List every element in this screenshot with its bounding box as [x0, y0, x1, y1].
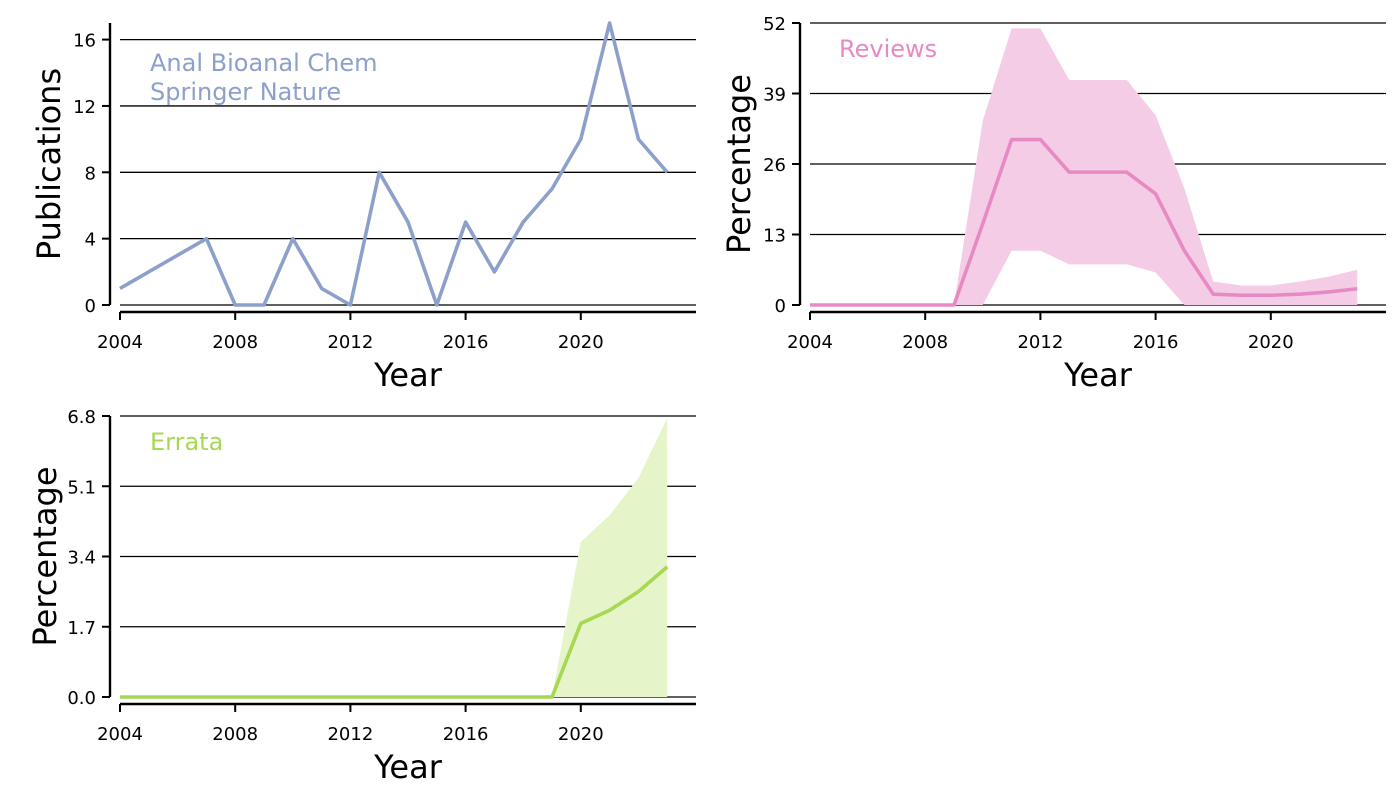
x-tick-label: 2008 — [212, 724, 258, 745]
y-tick-label: 6.8 — [67, 407, 96, 428]
x-tick-label: 2016 — [1133, 332, 1179, 353]
x-tick-label: 2016 — [443, 724, 489, 745]
confidence-band — [810, 28, 1358, 305]
plot-annotation: Errata — [150, 428, 223, 456]
y-tick-label: 5.1 — [67, 477, 96, 498]
x-tick-label: 2020 — [558, 724, 604, 745]
y-tick-label: 8 — [85, 163, 96, 184]
y-tick-label: 26 — [763, 155, 786, 176]
x-tick-label: 2020 — [1248, 332, 1294, 353]
x-tick-label: 2008 — [212, 332, 258, 353]
x-tick-label: 2004 — [97, 724, 143, 745]
y-tick-label: 0.0 — [67, 688, 96, 709]
confidence-band — [120, 418, 668, 697]
y-axis-label: Publications — [30, 68, 68, 260]
publications-chart: 0 4 8 12 16 2004 2008 2012 2016 2020 Year Publicati… — [30, 21, 696, 394]
y-tick-label: 3.4 — [67, 548, 96, 569]
y-tick-label: 0 — [775, 296, 786, 317]
y-tick-label: 13 — [763, 226, 786, 247]
x-axis-label: Year — [1063, 356, 1133, 394]
y-axis-label: Percentage — [26, 466, 64, 646]
x-tick-label: 2008 — [902, 332, 948, 353]
x-tick-label: 2012 — [1017, 332, 1063, 353]
x-tick-label: 2020 — [558, 332, 604, 353]
y-tick-label: 1.7 — [67, 618, 96, 639]
x-tick-label: 2012 — [327, 332, 373, 353]
y-tick-label: 0 — [85, 296, 96, 317]
y-tick-label: 52 — [763, 14, 786, 35]
x-axis-label: Year — [373, 748, 443, 786]
x-axis-label: Year — [373, 356, 443, 394]
series-line — [810, 137, 1358, 307]
errata-chart: 0.0 1.7 3.4 5.1 6.8 2004 2008 2012 2016 2020 Year P… — [26, 407, 696, 786]
x-tick-label: 2012 — [327, 724, 373, 745]
x-tick-label: 2004 — [787, 332, 833, 353]
plot-annotation: Springer Nature — [150, 78, 341, 106]
series-line — [120, 565, 669, 699]
reviews-chart: 0 13 26 39 52 2004 2008 2012 2016 2020 Year Percent… — [720, 14, 1386, 394]
plot-annotation: Reviews — [839, 35, 937, 63]
y-tick-label: 4 — [85, 230, 96, 251]
x-tick-label: 2004 — [97, 332, 143, 353]
y-tick-label: 12 — [73, 97, 96, 118]
y-tick-label: 16 — [73, 31, 96, 52]
plot-annotation: Anal Bioanal Chem — [150, 49, 377, 77]
y-axis-label: Percentage — [720, 74, 758, 254]
y-tick-label: 39 — [763, 85, 786, 106]
x-tick-label: 2016 — [443, 332, 489, 353]
series-line — [119, 21, 669, 307]
